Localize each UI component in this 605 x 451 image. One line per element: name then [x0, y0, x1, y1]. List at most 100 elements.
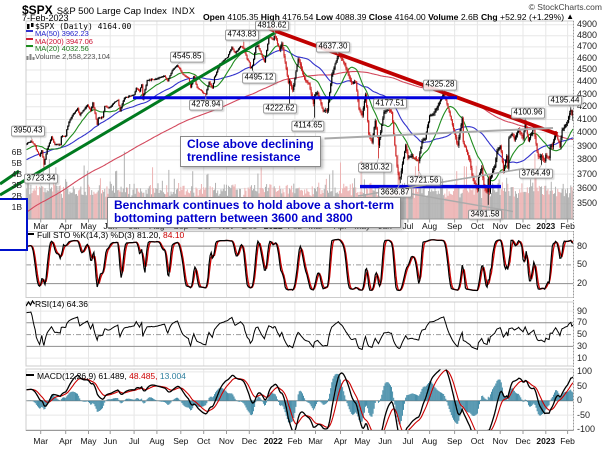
price-tick-3700: 3700: [577, 168, 598, 179]
xlabel-bottom-15-Jun: Jun: [378, 435, 392, 446]
trendline-callout-connector: [324, 127, 554, 140]
volume-tick-5B: 5B: [11, 158, 22, 169]
high-label: High: [260, 12, 280, 22]
xlabel-top-19-Oct: Oct: [470, 221, 485, 231]
price-tick-4400: 4400: [577, 76, 598, 87]
trendline-green-support-short: [0, 169, 20, 186]
symbol-exchange: INDX: [171, 6, 196, 16]
legend-ma200: MA(200) 3947.06: [35, 36, 93, 46]
xlabel-top-16-Jul: Jul: [402, 221, 414, 231]
price-tick-4500: 4500: [577, 64, 598, 75]
open-label: Open: [202, 12, 225, 22]
xlabel-top-0-Mar: Mar: [33, 221, 49, 231]
price-flag-3721.56: 3721.56: [407, 175, 441, 186]
price-flag-4177.51: 4177.51: [373, 98, 407, 109]
price-flag-4325.28: 4325.28: [423, 79, 457, 91]
chart-header: $SPX S&P 500 Large Cap Index INDX: [22, 1, 195, 17]
rsi-legend: RSI(14) 64.36: [25, 299, 88, 309]
open-value: 4105.35: [227, 12, 259, 22]
quote-line: Open 4105.35 High 4176.54 Low 4088.39 Cl…: [203, 12, 574, 22]
price-tick-4900: 4900: [577, 19, 598, 30]
price-tick-4600: 4600: [577, 52, 598, 63]
xlabel-bottom-13-Apr: Apr: [333, 435, 348, 446]
xlabel-bottom-17-Aug: Aug: [422, 435, 438, 446]
legend-price: $SPX (Daily) 4164.00: [35, 22, 132, 31]
trendline-grey-wedge-lower: [391, 189, 514, 213]
annotation-box-benchmark-line1: Benchmark continues to hold above a shor…: [114, 197, 395, 212]
price-flag-4818.62: 4818.62: [255, 20, 289, 31]
price-flag-3491.58: 3491.58: [468, 209, 502, 220]
symbol-name: S&P 500 Large Cap Index: [56, 6, 167, 17]
price-tick-3900: 3900: [577, 140, 598, 151]
xlabel-bottom-16-Jul: Jul: [402, 435, 414, 446]
volume-value: 2.6B: [460, 12, 479, 22]
price-flag-4743.83: 4743.83: [225, 29, 259, 41]
annotation-box-benchmark-line2: bottoming pattern between 3600 and 3800: [114, 211, 353, 226]
price-flag-3764.49: 3764.49: [519, 168, 553, 179]
price-tick-4100: 4100: [577, 113, 598, 124]
empty-annotation-box: [0, 197, 28, 251]
price-flag-4545.85: 4545.85: [170, 51, 204, 63]
sto-k-line: [26, 238, 574, 292]
macd-signal-value: 48.485,: [129, 370, 158, 381]
xlabel-bottom-22-2023: 2023: [536, 435, 556, 446]
xlabel-bottom-2-May: May: [80, 435, 97, 446]
volume-tick-2B: 2B: [11, 191, 22, 202]
chart-date: 7-Feb-2023: [22, 12, 69, 23]
price-tick-4200: 4200: [577, 101, 598, 112]
price-tick-3600: 3600: [577, 183, 598, 194]
xlabel-bottom-7-Oct: Oct: [197, 435, 211, 446]
change-up-arrow: ▲: [566, 12, 574, 21]
price-tick-3500: 3500: [577, 198, 598, 209]
candle-down-bodies: [31, 36, 573, 192]
rsi-tick-50: 50: [577, 329, 588, 340]
annotation-box-benchmark: Benchmark continues to hold above a shor…: [107, 196, 402, 229]
xlabel-bottom-20-Nov: Nov: [492, 435, 508, 446]
sto-tick-80: 80: [577, 240, 588, 251]
legend-volume: Volume 2,558,223,104: [35, 51, 111, 61]
macd-tick--50: -50: [577, 409, 591, 420]
chg-label: Chg: [480, 12, 498, 22]
xlabel-bottom-10-2022: 2022: [263, 435, 283, 446]
xlabel-bottom-11-Feb: Feb: [287, 435, 303, 446]
candlestick-icon: [27, 23, 34, 29]
macd-hist-value: 13.004: [159, 370, 186, 381]
trendline-green-support-main: [0, 29, 279, 197]
price-flag-4114.65: 4114.65: [291, 120, 325, 132]
price-tick-4800: 4800: [577, 30, 598, 41]
rsi-legend-text: RSI(14) 64.36: [35, 299, 88, 309]
annotation-box-trendline-line2: trendline resistance: [187, 150, 301, 165]
candles: [26, 33, 574, 205]
xlabel-bottom-0-Mar: Mar: [33, 435, 49, 446]
xlabel-bottom-14-May: May: [354, 435, 371, 446]
volume-tick-4B: 4B: [11, 169, 22, 180]
ma20-line-icon: [26, 44, 33, 47]
legend-ma20: MA(20) 4032.56: [35, 44, 89, 54]
price-flag-4195.44: 4195.44: [548, 95, 582, 106]
price-tick-4300: 4300: [577, 88, 598, 99]
xlabel-top-20-Nov: Nov: [492, 221, 508, 231]
macd-legend: MACD(12,26,9) 61.489, 48.485, 13.004: [26, 371, 186, 381]
xlabel-bottom-4-Jul: Jul: [128, 435, 140, 446]
rsi-zigzag-icon: [25, 299, 35, 307]
price-flag-4495.12: 4495.12: [242, 72, 276, 84]
macd-line: [26, 369, 574, 431]
price-flag-4278.94: 4278.94: [189, 99, 223, 111]
annotation-box-trendline: Close above declining trendline resistan…: [180, 135, 321, 168]
ma50-line: [26, 49, 574, 164]
macd-signal-line: [26, 369, 574, 431]
macd-tick--100: -100: [577, 424, 596, 434]
chg-value: +52.92 (+1.29%): [500, 12, 565, 22]
annotation-box-trendline-line1: Close above declining: [187, 136, 314, 151]
price-flag-4100.96: 4100.96: [511, 107, 545, 119]
sto-legend-text: Full STO %K(14,3) %D(3) 81.20,: [37, 229, 161, 240]
xlabel-bottom-8-Nov: Nov: [218, 435, 235, 446]
sto-tick-50: 50: [577, 259, 588, 270]
sto-tick-20: 20: [577, 278, 588, 289]
xlabel-top-2-May: May: [80, 221, 97, 231]
price-flag-3810.32: 3810.32: [358, 162, 392, 173]
high-value: 4176.54: [282, 12, 314, 22]
volume-tick-6B: 6B: [11, 147, 22, 158]
